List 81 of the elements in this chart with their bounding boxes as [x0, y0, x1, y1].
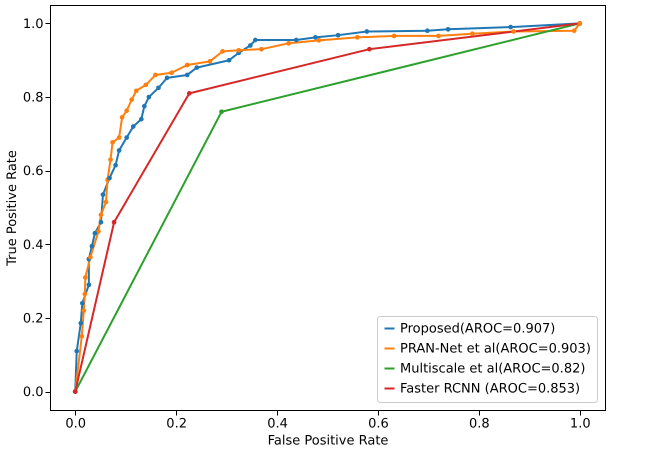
point [124, 108, 130, 114]
point [184, 62, 190, 68]
point [436, 34, 441, 38]
point [169, 70, 174, 76]
point [259, 46, 264, 52]
point [78, 320, 84, 326]
point [313, 35, 318, 40]
point [219, 109, 224, 114]
point [364, 29, 370, 34]
point [226, 58, 232, 63]
point [220, 49, 225, 54]
point [572, 28, 577, 34]
point [100, 192, 106, 197]
point [98, 220, 104, 225]
point [113, 162, 118, 168]
y-tick-label: 0.4 [22, 238, 44, 253]
x-tick-label: 0.4 [267, 416, 288, 432]
x-tick-label: 0.2 [166, 416, 187, 432]
y-tick-label: 0.8 [22, 90, 44, 106]
point [508, 24, 513, 30]
point [79, 334, 84, 339]
x-tick-label: 0.6 [368, 416, 389, 432]
point [164, 76, 170, 80]
point [336, 32, 340, 38]
legend-label: Proposed(AROC=0.907) [400, 322, 556, 336]
point [392, 34, 396, 38]
point [144, 82, 148, 88]
legend-label: Faster RCNN (AROC=0.853) [400, 382, 580, 396]
point [104, 200, 108, 204]
point [354, 35, 360, 40]
point [470, 31, 475, 36]
point [98, 212, 104, 218]
point [82, 275, 88, 280]
point [86, 282, 92, 288]
point [153, 72, 158, 78]
point [110, 140, 115, 145]
point [116, 148, 122, 153]
y-tick-label: 0.6 [22, 164, 44, 180]
point [146, 94, 152, 100]
y-axis-title: True Positive Rate [4, 150, 20, 267]
point [108, 157, 113, 162]
point [92, 230, 98, 236]
legend-label: PRAN-Net et al(AROC=0.903) [400, 342, 591, 356]
x-tick-label: 1.0 [570, 416, 591, 432]
point [511, 29, 516, 34]
y-tick-label: 1.0 [22, 16, 44, 32]
point [142, 104, 147, 109]
point [446, 26, 450, 32]
point [184, 72, 190, 78]
point [134, 88, 139, 94]
x-tick-label: 0.0 [65, 416, 86, 432]
point [253, 38, 258, 42]
point [124, 135, 130, 140]
point [294, 38, 299, 42]
point [248, 43, 253, 48]
point [138, 116, 144, 122]
point [208, 58, 212, 64]
point [367, 46, 372, 52]
x-axis-title: False Positive Rate [268, 434, 388, 448]
point [186, 91, 192, 96]
legend-label: Multiscale et al(AROC=0.82) [400, 362, 586, 376]
point [156, 86, 161, 90]
point [96, 229, 101, 234]
point [90, 244, 94, 248]
point [112, 220, 116, 225]
point [80, 300, 85, 306]
point [81, 308, 86, 313]
point [129, 97, 134, 102]
point [116, 135, 122, 140]
y-tick-label: 0.2 [22, 311, 44, 326]
point [194, 65, 200, 70]
x-tick-label: 0.8 [469, 416, 490, 432]
point [120, 114, 124, 120]
point [425, 28, 430, 34]
point [74, 348, 80, 354]
y-tick-label: 0.0 [22, 385, 44, 400]
point [82, 292, 88, 296]
point [286, 40, 291, 46]
point [236, 48, 242, 53]
point [316, 38, 322, 43]
point [130, 124, 136, 129]
